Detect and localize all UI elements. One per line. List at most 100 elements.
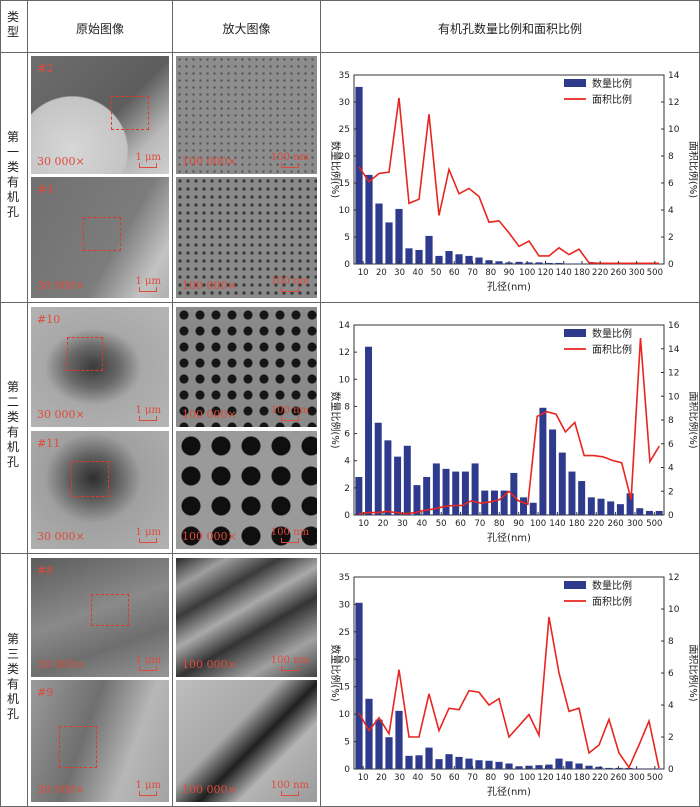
x-tick-label: 70 bbox=[475, 519, 486, 529]
bar bbox=[455, 757, 462, 769]
bar bbox=[605, 768, 612, 769]
legend-bar-swatch bbox=[564, 581, 586, 589]
sem-original-2a: #10 30 000× 1 μm bbox=[31, 307, 169, 427]
bar bbox=[445, 754, 452, 769]
x-tick-label: 220 bbox=[592, 268, 608, 278]
row-divider-2 bbox=[0, 553, 700, 554]
y-tick-label: 25 bbox=[339, 125, 350, 135]
x-tick-label: 500 bbox=[647, 268, 663, 278]
bar bbox=[559, 453, 566, 515]
y-tick-label: 4 bbox=[344, 457, 350, 467]
y-right-tick-label: 8 bbox=[668, 416, 674, 426]
x-tick-label: 30 bbox=[394, 268, 405, 278]
x-tick-label: 140 bbox=[556, 268, 572, 278]
bar bbox=[615, 768, 622, 769]
row-divider-1 bbox=[0, 302, 700, 303]
y-right-axis-label: 面积比例(%) bbox=[687, 391, 698, 448]
x-tick-label: 140 bbox=[549, 519, 565, 529]
bar bbox=[365, 347, 372, 515]
y-right-tick-label: 4 bbox=[668, 206, 674, 216]
y-tick-label: 30 bbox=[339, 98, 351, 108]
x-tick-label: 180 bbox=[574, 773, 590, 783]
x-axis-label: 孔径(nm) bbox=[487, 280, 531, 293]
y-right-axis-label: 面积比例(%) bbox=[687, 644, 698, 701]
bar bbox=[394, 457, 401, 515]
y-tick-label: 10 bbox=[339, 206, 351, 216]
x-tick-label: 180 bbox=[574, 268, 590, 278]
sem-zoomed-3b: 100 000× 100 nm bbox=[176, 680, 317, 802]
roi-box bbox=[71, 461, 109, 497]
bar bbox=[475, 760, 482, 769]
y-right-axis-label: 面积比例(%) bbox=[687, 141, 698, 198]
scale-bar: 1 μm bbox=[135, 152, 161, 168]
bar bbox=[405, 756, 412, 769]
x-tick-label: 30 bbox=[397, 519, 408, 529]
bar bbox=[565, 263, 572, 264]
y-axis-label: 数量比例(%) bbox=[329, 141, 342, 198]
x-tick-label: 120 bbox=[537, 773, 553, 783]
x-tick-label: 80 bbox=[485, 268, 496, 278]
sample-label: #2 bbox=[37, 62, 53, 75]
bar bbox=[465, 256, 472, 264]
bar bbox=[365, 699, 372, 769]
y-tick-label: 10 bbox=[339, 375, 351, 385]
x-tick-label: 260 bbox=[610, 268, 626, 278]
bar bbox=[425, 236, 432, 264]
scale-bar: 100 nm bbox=[271, 527, 309, 543]
y-right-tick-label: 12 bbox=[668, 369, 679, 379]
y-right-tick-label: 6 bbox=[668, 440, 674, 450]
bar bbox=[425, 748, 432, 769]
col-divider-3 bbox=[320, 0, 321, 807]
x-tick-label: 90 bbox=[513, 519, 524, 529]
scale-bar: 1 μm bbox=[135, 655, 161, 671]
roi-box bbox=[67, 337, 103, 371]
x-tick-label: 10 bbox=[358, 519, 369, 529]
sem-original-3b: #9 30 000× 1 μm bbox=[31, 680, 169, 802]
y-tick-label: 6 bbox=[344, 430, 350, 440]
bar bbox=[375, 204, 382, 264]
bar bbox=[520, 497, 527, 515]
type-label-2: 第二类有机孔 bbox=[2, 380, 24, 470]
x-tick-label: 100 bbox=[519, 773, 535, 783]
x-tick-label: 120 bbox=[537, 268, 553, 278]
roi-box bbox=[91, 594, 129, 626]
scale-bar: 1 μm bbox=[135, 276, 161, 292]
scale-bar: 1 μm bbox=[135, 780, 161, 796]
x-tick-label: 220 bbox=[592, 773, 608, 783]
bar bbox=[415, 755, 422, 769]
bar bbox=[491, 491, 498, 515]
bar bbox=[465, 759, 472, 769]
header-type: 类型 bbox=[2, 10, 24, 40]
bar bbox=[445, 251, 452, 264]
bar bbox=[495, 762, 502, 769]
bar bbox=[525, 766, 532, 769]
x-tick-label: 40 bbox=[416, 519, 427, 529]
header-chart: 有机孔数量比例和面积比例 bbox=[321, 20, 699, 37]
bar bbox=[385, 737, 392, 769]
y-axis-label: 数量比例(%) bbox=[329, 644, 342, 701]
bar bbox=[375, 423, 382, 515]
y-tick-label: 8 bbox=[344, 402, 350, 412]
bar bbox=[530, 503, 537, 515]
x-tick-label: 40 bbox=[412, 268, 423, 278]
bar bbox=[355, 603, 362, 769]
magnification-label: 30 000× bbox=[37, 658, 85, 671]
magnification-label: 100 000× bbox=[182, 155, 237, 168]
magnification-label: 100 000× bbox=[182, 783, 237, 796]
sem-zoomed-2b: 100 000× 100 nm bbox=[176, 431, 317, 549]
bar bbox=[395, 209, 402, 264]
scale-bar: 100 nm bbox=[271, 152, 309, 168]
y-right-tick-label: 2 bbox=[668, 733, 674, 743]
x-tick-label: 50 bbox=[431, 773, 442, 783]
sample-label: #8 bbox=[37, 564, 53, 577]
bar bbox=[515, 262, 522, 264]
y-tick-label: 2 bbox=[344, 484, 350, 494]
area-ratio-line bbox=[359, 617, 659, 768]
y-tick-label: 0 bbox=[344, 511, 350, 521]
bar bbox=[415, 250, 422, 264]
x-tick-label: 70 bbox=[467, 268, 478, 278]
x-tick-label: 90 bbox=[504, 268, 515, 278]
x-tick-label: 20 bbox=[376, 773, 387, 783]
x-tick-label: 10 bbox=[358, 268, 369, 278]
